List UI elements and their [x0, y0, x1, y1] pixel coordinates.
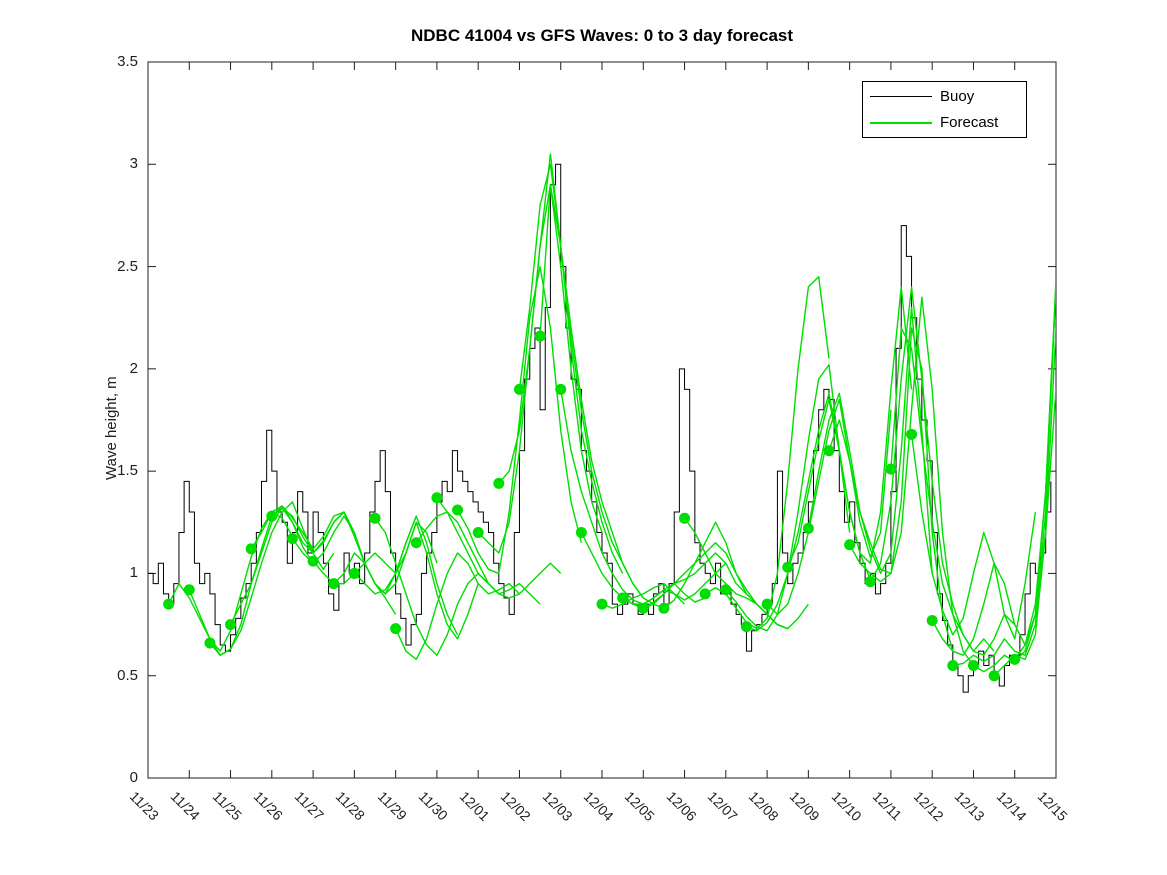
- forecast-marker: [740, 621, 752, 633]
- forecast-marker: [823, 445, 835, 457]
- forecast-marker: [575, 527, 587, 539]
- buoy-series: [148, 163, 1052, 693]
- figure-title: NDBC 41004 vs GFS Waves: 0 to 3 day fore…: [410, 26, 794, 45]
- y-tick-label: 0.5: [117, 666, 138, 684]
- forecast-marker: [513, 383, 525, 395]
- forecast-marker: [1009, 653, 1021, 665]
- forecast-marker: [163, 598, 175, 610]
- forecast-marker: [183, 584, 195, 596]
- forecast-marker: [225, 619, 237, 631]
- legend-label-forecast: Forecast: [940, 114, 999, 132]
- forecast-run-line: [910, 434, 1037, 640]
- forecast-run-line: [828, 327, 954, 652]
- y-tick-label: 2: [129, 359, 138, 377]
- legend-entry-forecast[interactable]: Forecast: [863, 111, 1026, 135]
- forecast-marker: [844, 539, 856, 551]
- forecast-marker: [452, 504, 464, 516]
- forecast-run-line: [539, 184, 665, 609]
- forecast-marker: [926, 614, 938, 626]
- forecast-line-sample: [870, 121, 932, 124]
- forecast-run-line: [890, 327, 1016, 656]
- forecast-marker: [472, 527, 484, 539]
- y-tick-label: 0: [129, 769, 138, 786]
- forecast-marker: [699, 588, 711, 600]
- forecast-run-line: [787, 286, 913, 568]
- forecast-marker: [864, 576, 876, 588]
- forecast-run-line: [291, 515, 417, 595]
- forecast-run-line: [704, 276, 830, 630]
- forecast-marker: [782, 561, 794, 573]
- y-tick-label: 1.5: [117, 462, 138, 480]
- forecast-marker: [307, 555, 319, 567]
- forecast-marker: [637, 602, 649, 614]
- legend-entry-buoy[interactable]: Buoy: [863, 84, 1026, 108]
- forecast-run-line: [993, 327, 1056, 677]
- forecast-run-line: [807, 306, 933, 575]
- forecast-marker: [245, 543, 257, 555]
- forecast-marker: [658, 602, 670, 614]
- forecast-marker: [348, 567, 360, 579]
- y-tick-label: 3: [129, 155, 138, 173]
- forecast-marker: [906, 428, 918, 440]
- y-tick-label: 1: [129, 564, 138, 582]
- forecast-run-line: [766, 398, 892, 616]
- forecast-run-line: [1014, 280, 1056, 660]
- y-tick-label: 3.5: [117, 53, 138, 70]
- forecast-run-line: [683, 517, 809, 630]
- forecast-marker: [328, 578, 340, 590]
- forecast-marker: [596, 598, 608, 610]
- legend-label-buoy: Buoy: [940, 87, 975, 105]
- forecast-marker: [204, 637, 216, 649]
- forecast-marker: [369, 512, 381, 524]
- forecast-run-line: [415, 511, 541, 605]
- buoy-line-sample: [870, 95, 932, 97]
- forecast-run-line: [374, 517, 500, 656]
- forecast-run-line: [353, 521, 479, 640]
- forecast-run-line: [601, 562, 727, 609]
- forecast-marker: [988, 670, 1000, 682]
- forecast-run-line: [456, 265, 583, 575]
- forecast-marker: [761, 598, 773, 610]
- forecast-marker: [555, 383, 567, 395]
- forecast-marker: [885, 463, 897, 475]
- forecast-marker: [802, 522, 814, 534]
- forecast-marker: [534, 330, 546, 342]
- forecast-run-line: [973, 286, 1056, 673]
- forecast-marker: [390, 623, 402, 635]
- y-tick-label: 2.5: [117, 257, 138, 275]
- forecast-run-line: [436, 497, 562, 599]
- forecast-marker: [266, 510, 278, 522]
- forecast-marker: [617, 592, 629, 604]
- forecast-marker: [493, 477, 505, 489]
- forecast-marker: [410, 537, 422, 549]
- legend[interactable]: Buoy Forecast: [862, 81, 1027, 138]
- forecast-marker: [679, 512, 691, 524]
- forecast-marker: [947, 659, 959, 671]
- forecast-marker: [431, 492, 443, 504]
- forecast-run-line: [168, 511, 294, 652]
- forecast-marker: [967, 659, 979, 671]
- forecast-run-line: [952, 280, 1056, 667]
- forecast-run-line: [394, 552, 520, 661]
- forecast-marker: [286, 533, 298, 545]
- forecast-marker: [720, 584, 732, 596]
- forecast-run-line: [209, 501, 335, 656]
